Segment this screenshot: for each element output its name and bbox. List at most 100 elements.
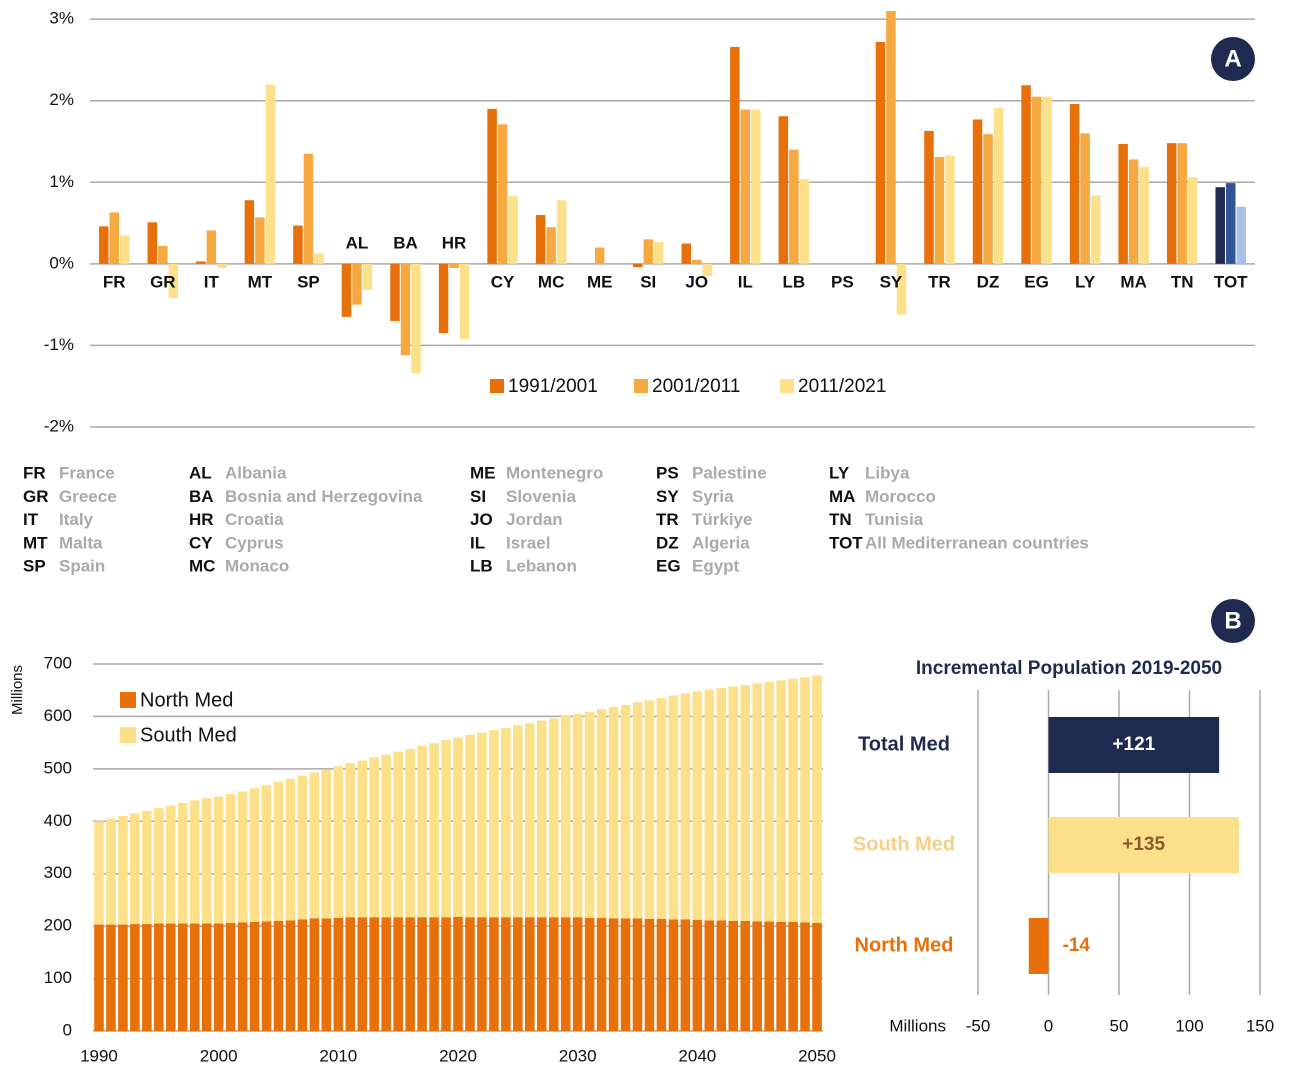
bar [972, 119, 983, 264]
x-tick-label: 2030 [559, 1046, 597, 1065]
bar-segment [369, 757, 380, 918]
bar-segment [309, 918, 320, 1031]
bar [196, 261, 206, 264]
x-tick-label: PS [831, 272, 854, 291]
bar [643, 239, 653, 264]
bar-segment [740, 684, 750, 921]
bar-segment [381, 917, 391, 1031]
y-tick-label: 1% [49, 172, 74, 191]
bar-segment [237, 791, 248, 923]
key-code: EG [656, 557, 681, 576]
bar [411, 263, 421, 374]
bar [934, 157, 945, 264]
key-code: BA [189, 487, 214, 506]
bar-segment [728, 686, 739, 921]
bar-segment [513, 917, 523, 1031]
bar [681, 243, 692, 264]
bar [778, 116, 789, 264]
bar-segment [656, 918, 667, 1031]
key-code: LY [829, 463, 850, 482]
bar [168, 263, 179, 299]
bar [390, 263, 400, 321]
bar-segment [465, 917, 475, 1031]
bar-segment [249, 788, 260, 922]
key-code: MT [23, 533, 48, 552]
y-tick-label: -1% [44, 335, 74, 354]
bar-segment [273, 781, 284, 921]
x-tick-label: MC [538, 272, 564, 291]
x-tick-label: EG [1024, 272, 1049, 291]
bar-segment [297, 919, 308, 1031]
legend-label: 2011/2021 [798, 376, 886, 397]
x-tick-label: HR [442, 233, 467, 252]
bar-segment [273, 920, 284, 1031]
bar [692, 259, 702, 264]
bar-segment [166, 923, 176, 1031]
bar [449, 263, 459, 268]
bar-segment [357, 760, 368, 918]
x-tick-label: 150 [1246, 1016, 1274, 1035]
bar [653, 241, 664, 264]
bar [459, 263, 470, 339]
x-tick-label: ME [587, 272, 613, 291]
x-tick-label: MT [248, 272, 273, 291]
key-code: MC [189, 557, 215, 576]
x-tick-label: FR [103, 272, 126, 291]
x-tick-label: SP [297, 272, 320, 291]
bar-segment [453, 916, 463, 1031]
x-tick-label: DZ [977, 272, 1000, 291]
legend-label: 2001/2011 [652, 376, 740, 397]
bar [702, 263, 713, 277]
bar-segment [201, 923, 212, 1031]
bar-segment [812, 922, 822, 1031]
bar-segment [381, 754, 391, 918]
bar [751, 109, 761, 264]
bar [535, 214, 546, 264]
y-tick-label: 3% [49, 9, 74, 28]
y-tick-label: 600 [44, 706, 72, 725]
key-name: Slovenia [506, 487, 576, 506]
x-tick-label: AL [346, 233, 369, 252]
bar-segment [417, 917, 427, 1031]
panel-label: B [1224, 607, 1241, 634]
key-code: IT [23, 510, 39, 529]
bar-segment [572, 713, 583, 918]
bar [217, 263, 227, 268]
x-tick-label: IL [738, 272, 753, 291]
y-tick-label: 2% [49, 90, 74, 109]
bar-segment [106, 818, 116, 925]
bar-segment [596, 917, 607, 1031]
bar-segment [560, 917, 571, 1031]
key-code: ME [470, 463, 496, 482]
x-tick-label: JO [685, 272, 708, 291]
y-tick-label: North Med [855, 934, 954, 956]
bar-segment [692, 691, 703, 920]
bar-segment [166, 805, 176, 924]
bar-segment [453, 737, 463, 917]
panel-label: A [1224, 45, 1241, 72]
x-tick-label: 2040 [678, 1046, 716, 1065]
key-name: Italy [59, 510, 94, 529]
bar [255, 217, 265, 264]
key-code: AL [189, 463, 212, 482]
key-name: Algeria [692, 533, 750, 552]
bar-segment [106, 924, 116, 1031]
y-tick-label: 500 [44, 758, 72, 777]
key-code: JO [470, 510, 493, 529]
key-name: Spain [59, 557, 105, 576]
bar-segment [429, 917, 439, 1031]
y-tick-label: 700 [44, 653, 72, 672]
bar [1225, 183, 1236, 264]
bar-segment [189, 923, 200, 1031]
legend-swatch [120, 727, 136, 743]
bar-segment [369, 917, 380, 1031]
x-tick-label: TOT [1214, 272, 1248, 291]
x-tick-label: TR [928, 272, 951, 291]
key-code: MA [829, 487, 855, 506]
bar-segment [213, 796, 224, 924]
key-code: TOT [829, 533, 863, 552]
x-tick-label: LY [1075, 272, 1096, 291]
bar-segment [608, 918, 619, 1031]
bar-segment [118, 816, 128, 925]
